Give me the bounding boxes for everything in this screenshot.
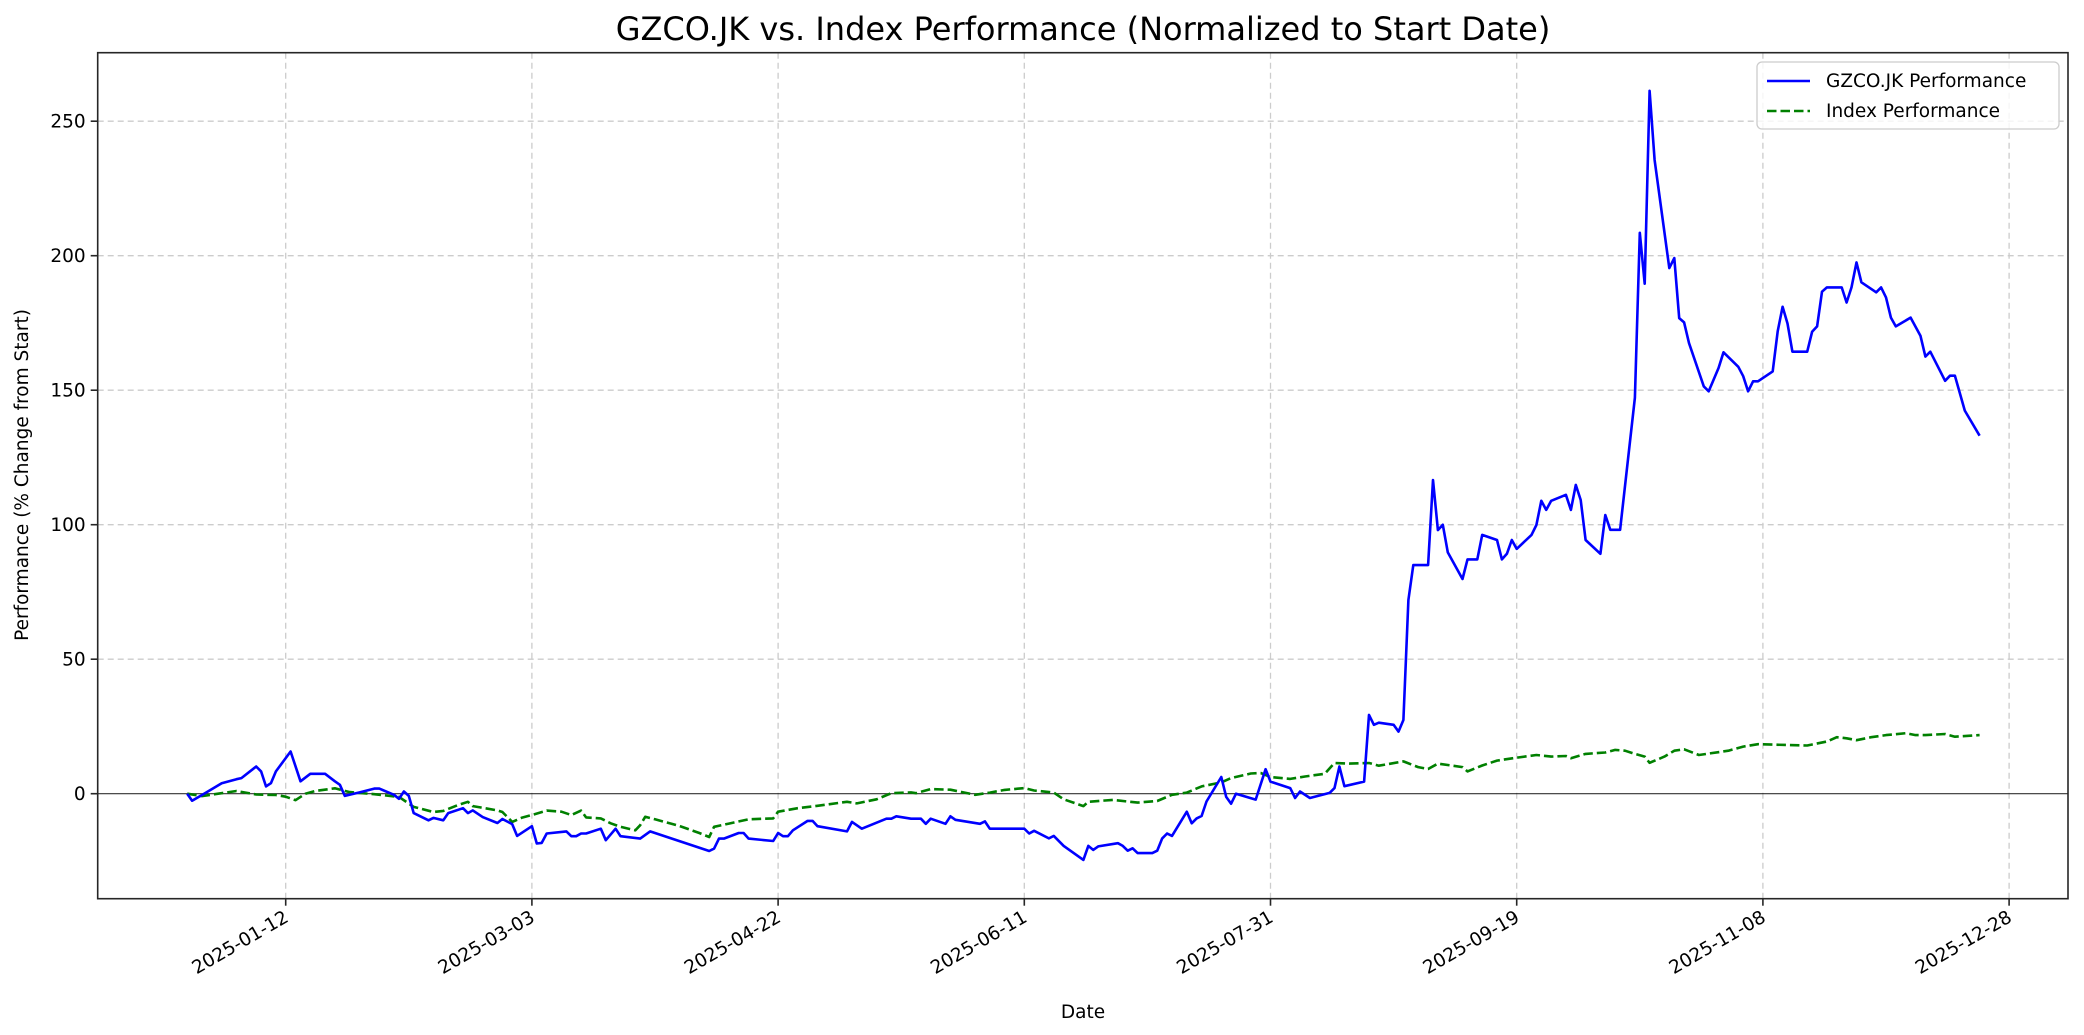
x-axis-label: Date (1061, 1002, 1105, 1023)
y-tick-label: 50 (62, 650, 86, 671)
y-tick-label: 250 (50, 112, 85, 133)
series-layer (186, 89, 1981, 862)
legend-entry-index: Index Performance (1826, 101, 2000, 122)
y-tick-label: 100 (50, 515, 85, 536)
y-gridlines (97, 120, 2068, 660)
y-axis-ticks: 0 50 100 150 200 250 (50, 112, 98, 805)
y-tick-label: 0 (74, 784, 86, 805)
axes-frame (96, 51, 2069, 900)
x-gridlines (285, 52, 2010, 899)
legend: GZCO.JK Performance Index Performance (1756, 61, 2060, 130)
y-tick-label: 150 (50, 381, 85, 402)
y-tick-label: 200 (50, 246, 85, 267)
gzco-performance-line (186, 89, 1981, 862)
chart-title: GZCO.JK vs. Index Performance (Normalize… (616, 10, 1551, 48)
y-axis-label: Performance (% Change from Start) (12, 309, 33, 641)
index-performance-line (186, 731, 1980, 839)
legend-box (1756, 61, 2060, 130)
legend-entry-gzco: GZCO.JK Performance (1826, 71, 2026, 92)
